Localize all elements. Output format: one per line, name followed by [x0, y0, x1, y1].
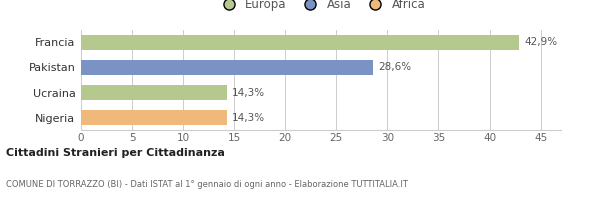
Bar — [81, 60, 373, 75]
Bar — [81, 85, 227, 100]
Bar — [81, 110, 227, 125]
Text: COMUNE DI TORRAZZO (BI) - Dati ISTAT al 1° gennaio di ogni anno - Elaborazione T: COMUNE DI TORRAZZO (BI) - Dati ISTAT al … — [6, 180, 408, 189]
Text: 14,3%: 14,3% — [232, 88, 265, 98]
Text: 42,9%: 42,9% — [524, 37, 557, 47]
Text: 28,6%: 28,6% — [378, 62, 412, 72]
Bar — [81, 35, 519, 50]
Text: Cittadini Stranieri per Cittadinanza: Cittadini Stranieri per Cittadinanza — [6, 148, 225, 158]
Legend: Europa, Asia, Africa: Europa, Asia, Africa — [212, 0, 430, 16]
Text: 14,3%: 14,3% — [232, 113, 265, 123]
